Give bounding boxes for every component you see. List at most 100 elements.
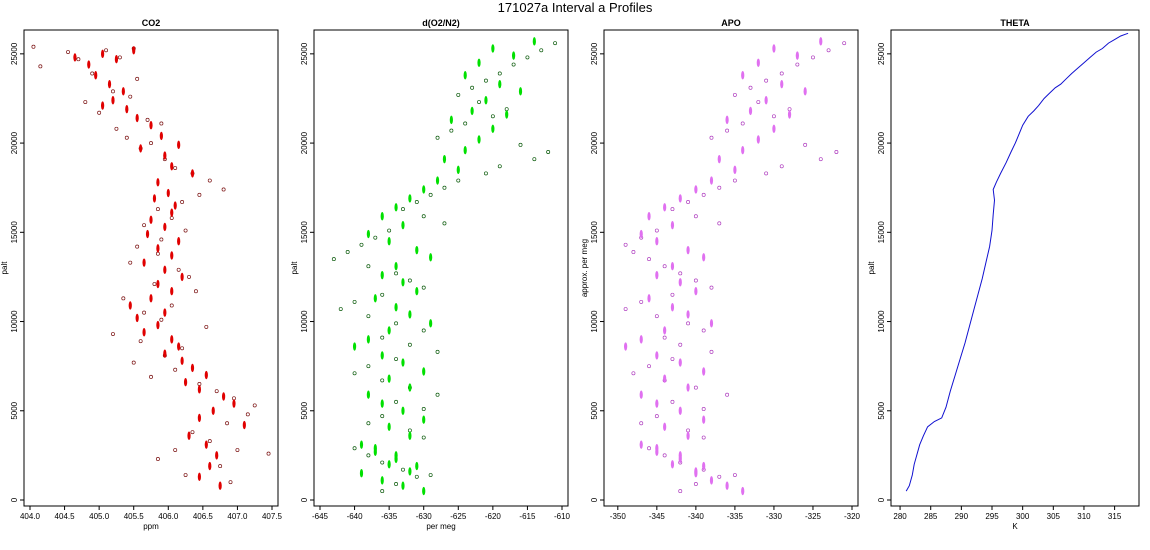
data-point-mean [242, 420, 246, 430]
data-point-sample [169, 303, 174, 308]
data-point-sample [732, 178, 737, 183]
data-point-sample [732, 92, 737, 97]
data-point-mean [702, 367, 706, 376]
data-point-sample [380, 292, 385, 297]
data-point-mean [670, 262, 675, 271]
y-tick-label: 10000 [877, 310, 886, 333]
data-point-mean [170, 162, 174, 171]
data-point-sample [173, 367, 178, 372]
x-tick-label: 407.0 [227, 512, 248, 521]
data-point-mean [491, 124, 495, 133]
data-point-mean [748, 106, 753, 116]
data-point-sample [159, 317, 164, 322]
data-point-mean [709, 476, 714, 485]
data-point-sample [483, 78, 488, 83]
plot-frame [603, 29, 859, 507]
data-point-sample [701, 192, 706, 197]
data-point-mean [204, 370, 208, 380]
data-point-sample [477, 100, 481, 104]
data-point-sample [483, 171, 488, 176]
data-point-sample [449, 128, 454, 133]
data-point-mean [159, 131, 163, 141]
data-point-mean [132, 46, 136, 55]
data-point-mean [463, 146, 467, 155]
data-point-sample [218, 464, 223, 469]
data-point-mean [394, 303, 398, 312]
data-point-sample [380, 489, 385, 494]
data-point-sample [435, 349, 440, 354]
x-tick-label: 406.0 [158, 512, 179, 521]
data-point-sample [725, 128, 730, 133]
data-point-mean [733, 165, 737, 175]
data-point-sample [701, 328, 706, 333]
data-point-mean [647, 294, 651, 303]
data-point-sample [155, 207, 160, 212]
data-point-sample [380, 378, 385, 383]
y-tick-label: 25000 [300, 42, 309, 65]
y-axis-label: approx. per meg [580, 239, 589, 297]
data-point-sample [252, 403, 257, 408]
series-1 [905, 32, 1129, 492]
data-point-sample [525, 55, 530, 60]
data-point-mean [741, 71, 745, 80]
data-point-mean [663, 374, 667, 383]
data-point-mean [795, 51, 799, 60]
y-tick-label: 20000 [10, 131, 19, 154]
data-point-mean [107, 79, 112, 89]
data-point-sample [76, 57, 81, 62]
data-point-mean [163, 349, 167, 358]
data-point-mean [429, 319, 433, 328]
data-point-sample [693, 385, 698, 390]
data-point-sample [678, 271, 683, 276]
data-point-sample [117, 55, 122, 60]
data-point-sample [204, 324, 209, 329]
data-point-sample [670, 357, 675, 361]
y-tick-label: 15000 [590, 221, 599, 244]
data-point-mean [477, 58, 481, 67]
data-point-mean [408, 383, 412, 392]
data-point-mean [139, 144, 143, 153]
data-point-sample [463, 121, 468, 126]
data-point-sample [187, 274, 191, 279]
plot-frame [313, 29, 569, 507]
data-point-sample [214, 389, 219, 394]
data-point-mean [415, 245, 419, 255]
data-point-sample [387, 228, 392, 233]
data-point-mean [177, 140, 181, 150]
data-point-sample [66, 50, 70, 55]
data-point-mean [756, 135, 760, 144]
data-point-mean [772, 44, 776, 53]
data-point-sample [717, 185, 722, 190]
data-point-sample [128, 260, 133, 265]
data-point-sample [490, 114, 495, 119]
data-point-mean [401, 406, 405, 415]
data-point-sample [421, 407, 426, 411]
y-tick-label: 20000 [877, 131, 886, 154]
data-point-mean [709, 176, 714, 185]
data-point-sample [670, 399, 675, 404]
data-point-mean [686, 431, 690, 440]
data-point-mean [415, 287, 419, 296]
data-point-mean [647, 212, 651, 221]
data-point-mean [187, 431, 191, 440]
x-tick-label: -645 [312, 512, 329, 521]
data-point-mean [764, 96, 768, 105]
data-point-sample [717, 221, 722, 226]
data-point-mean [484, 96, 488, 105]
data-point-sample [401, 207, 405, 212]
x-tick-label: 406.5 [193, 512, 214, 521]
data-point-sample [740, 121, 745, 126]
data-point-sample [407, 278, 412, 283]
data-point-sample [811, 55, 815, 60]
data-point-mean [373, 294, 377, 303]
data-point-sample [678, 342, 683, 347]
data-point-sample [442, 185, 447, 190]
data-point-sample [497, 164, 502, 169]
data-point-mean [170, 335, 174, 344]
data-point-sample [709, 135, 714, 140]
data-point-sample [803, 142, 808, 147]
data-point-mean [387, 326, 391, 335]
data-point-sample [173, 448, 178, 452]
series-1 [331, 41, 558, 494]
data-point-sample [518, 142, 523, 147]
